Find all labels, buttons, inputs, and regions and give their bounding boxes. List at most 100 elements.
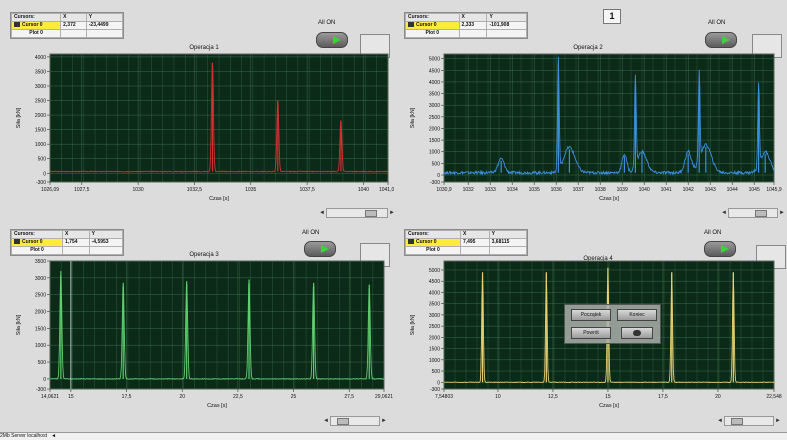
x-tick-label: 1034 [507,187,518,193]
x-axis-label: Czas [s] [599,403,619,409]
x-tick-label: 1030 [133,187,144,193]
x-scrollbar[interactable]: ◄ ► [319,208,395,218]
all-on-button[interactable] [705,32,737,48]
cursor-legend[interactable]: Cursors: X Y Cursor 0 1,754 -4,5953 Plot 0 [10,229,124,256]
y-tick-label: 3500 [35,259,46,265]
y-axis-label: Siła [kN] [410,107,416,128]
x-tick-label: 17,5 [658,394,668,400]
y-tick-label: 1500 [429,138,440,144]
y-axis-label: Siła [kN] [410,314,416,335]
all-on-button[interactable] [304,241,336,257]
y-tick-label: 2000 [429,126,440,132]
y-tick-label: 1500 [35,128,46,134]
all-on-button[interactable] [704,241,736,257]
x-tick-label: 1032 [463,187,474,193]
cursor-0-label: Cursor 0 [416,22,437,28]
navigation-popup: Początek Koniec Powrót [564,304,661,344]
scroll-left-icon[interactable]: ◄ [319,210,325,216]
cursor-0-label: Cursor 0 [416,239,437,245]
cursor-icon [408,239,414,245]
scroll-left-icon[interactable]: ◄ [717,418,723,424]
all-on-button[interactable] [316,32,348,48]
y-tick-label: 0 [43,377,46,383]
y-tick-label: 3000 [35,276,46,282]
x-tick-label: 1039 [617,187,628,193]
x-tick-label: 1045 [749,187,760,193]
y-tick-label: 4000 [429,80,440,86]
x-tick-label: 1045,9 [766,187,782,193]
y-tick-label: 1000 [429,358,440,364]
play-icon [633,330,641,336]
play-icon [333,36,341,44]
x-tick-label: 1043 [705,187,716,193]
scroll-right-icon[interactable]: ► [779,210,785,216]
empty-cell [88,246,124,255]
x-scrollbar[interactable]: ◄ ► [721,208,785,218]
scroll-right-icon[interactable]: ► [381,418,387,424]
y-tick-label: -300 [430,180,440,186]
x-tick-label: 1036 [551,187,562,193]
signal-line [49,63,389,173]
plot-area[interactable]: -3000 500 1000 1500 2000 2500 3000 3500 4000 4500… [398,8,785,223]
x-tick-label: 1030,9 [436,187,452,193]
plot-area[interactable]: -300 0 500 1000 1500 2000 2500 3000 3500 14,0621 1… [4,225,394,431]
x-tick-label: 1037 [573,187,584,193]
y-tick-label: 2500 [35,99,46,105]
cursor-legend[interactable]: Cursors: X Y Cursor 0 2,372 -23,4499 Plot 0 [10,12,124,39]
empty-cell [85,29,124,38]
play-icon [721,245,729,253]
x-tick-label: 1026,09 [41,187,59,193]
x-tick-label: 1041,09 [379,187,394,193]
graph-panel-operacja-2: Cursors: X Y Cursor 0 2,333 -101,908 Plot 0 … [398,8,785,223]
cursor-icon [14,22,20,28]
return-button[interactable]: Powrót [571,327,611,339]
cursor-plot: Plot 0 [10,29,62,38]
scroll-right-icon[interactable]: ► [775,418,781,424]
x-tick-label: 1042 [683,187,694,193]
x-tick-label: 1032,5 [187,187,203,193]
y-tick-label: 4000 [429,290,440,296]
y-tick-label: 4500 [429,68,440,74]
scroll-thumb[interactable] [755,210,767,217]
plot-area[interactable]: -300 0 500 1000 1500 2000 2500 3000 3500 4000 1026… [4,8,394,223]
y-tick-label: 1000 [35,343,46,349]
y-tick-label: 2500 [429,115,440,121]
x-scrollbar[interactable]: ◄ ► [323,416,387,426]
scroll-left-icon[interactable]: ◄ [323,418,329,424]
cursor-0-label: Cursor 0 [22,239,43,245]
plot-area[interactable]: -3000 500 1000 1500 2000 2500 3000 3500 4000 4500… [398,225,785,431]
y-tick-label: -300 [430,387,440,393]
cursor-plot: Plot 0 [11,246,63,255]
y-tick-label: -300 [36,180,46,186]
x-tick-label: 1035 [245,187,256,193]
graph-panel-operacja-4: Cursors: X Y Cursor 0 7,495 3,68115 Plot 0 O… [398,225,786,431]
run-button[interactable] [621,327,653,339]
end-button[interactable]: Koniec [617,309,657,321]
x-tick-label: 15 [68,394,74,400]
y-tick-label: 3000 [35,84,46,90]
x-tick-label: 29,0621 [375,394,393,400]
start-button[interactable]: Początek [571,309,611,321]
x-tick-label: 15 [605,394,611,400]
scroll-right-icon[interactable]: ► [389,210,395,216]
scroll-thumb[interactable] [365,210,377,217]
x-scrollbar[interactable]: ◄ ► [717,416,781,426]
x-tick-label: 1040 [639,187,650,193]
x-tick-label: 1037,5 [299,187,315,193]
scroll-thumb[interactable] [731,418,743,425]
y-tick-label: 2000 [429,335,440,341]
x-tick-label: 20 [179,394,185,400]
scroll-thumb[interactable] [337,418,349,425]
scroll-left-icon[interactable]: ◄ [721,210,727,216]
cursor-legend[interactable]: Cursors: X Y Cursor 0 7,495 3,68115 Plot 0 [404,229,528,256]
x-tick-label: 7,54803 [435,394,453,400]
empty-cell [486,29,527,38]
y-tick-label: 500 [432,369,441,375]
cursor-legend[interactable]: Cursors: X Y Cursor 0 2,333 -101,908 Plot 0 [404,12,528,39]
x-tick-label: 10 [495,394,501,400]
y-tick-label: 3000 [429,103,440,109]
x-tick-label: 1033 [485,187,496,193]
plot-title: Operacja 4 [583,256,613,262]
y-tick-label: 500 [38,157,47,163]
y-tick-label: -300 [36,387,46,393]
